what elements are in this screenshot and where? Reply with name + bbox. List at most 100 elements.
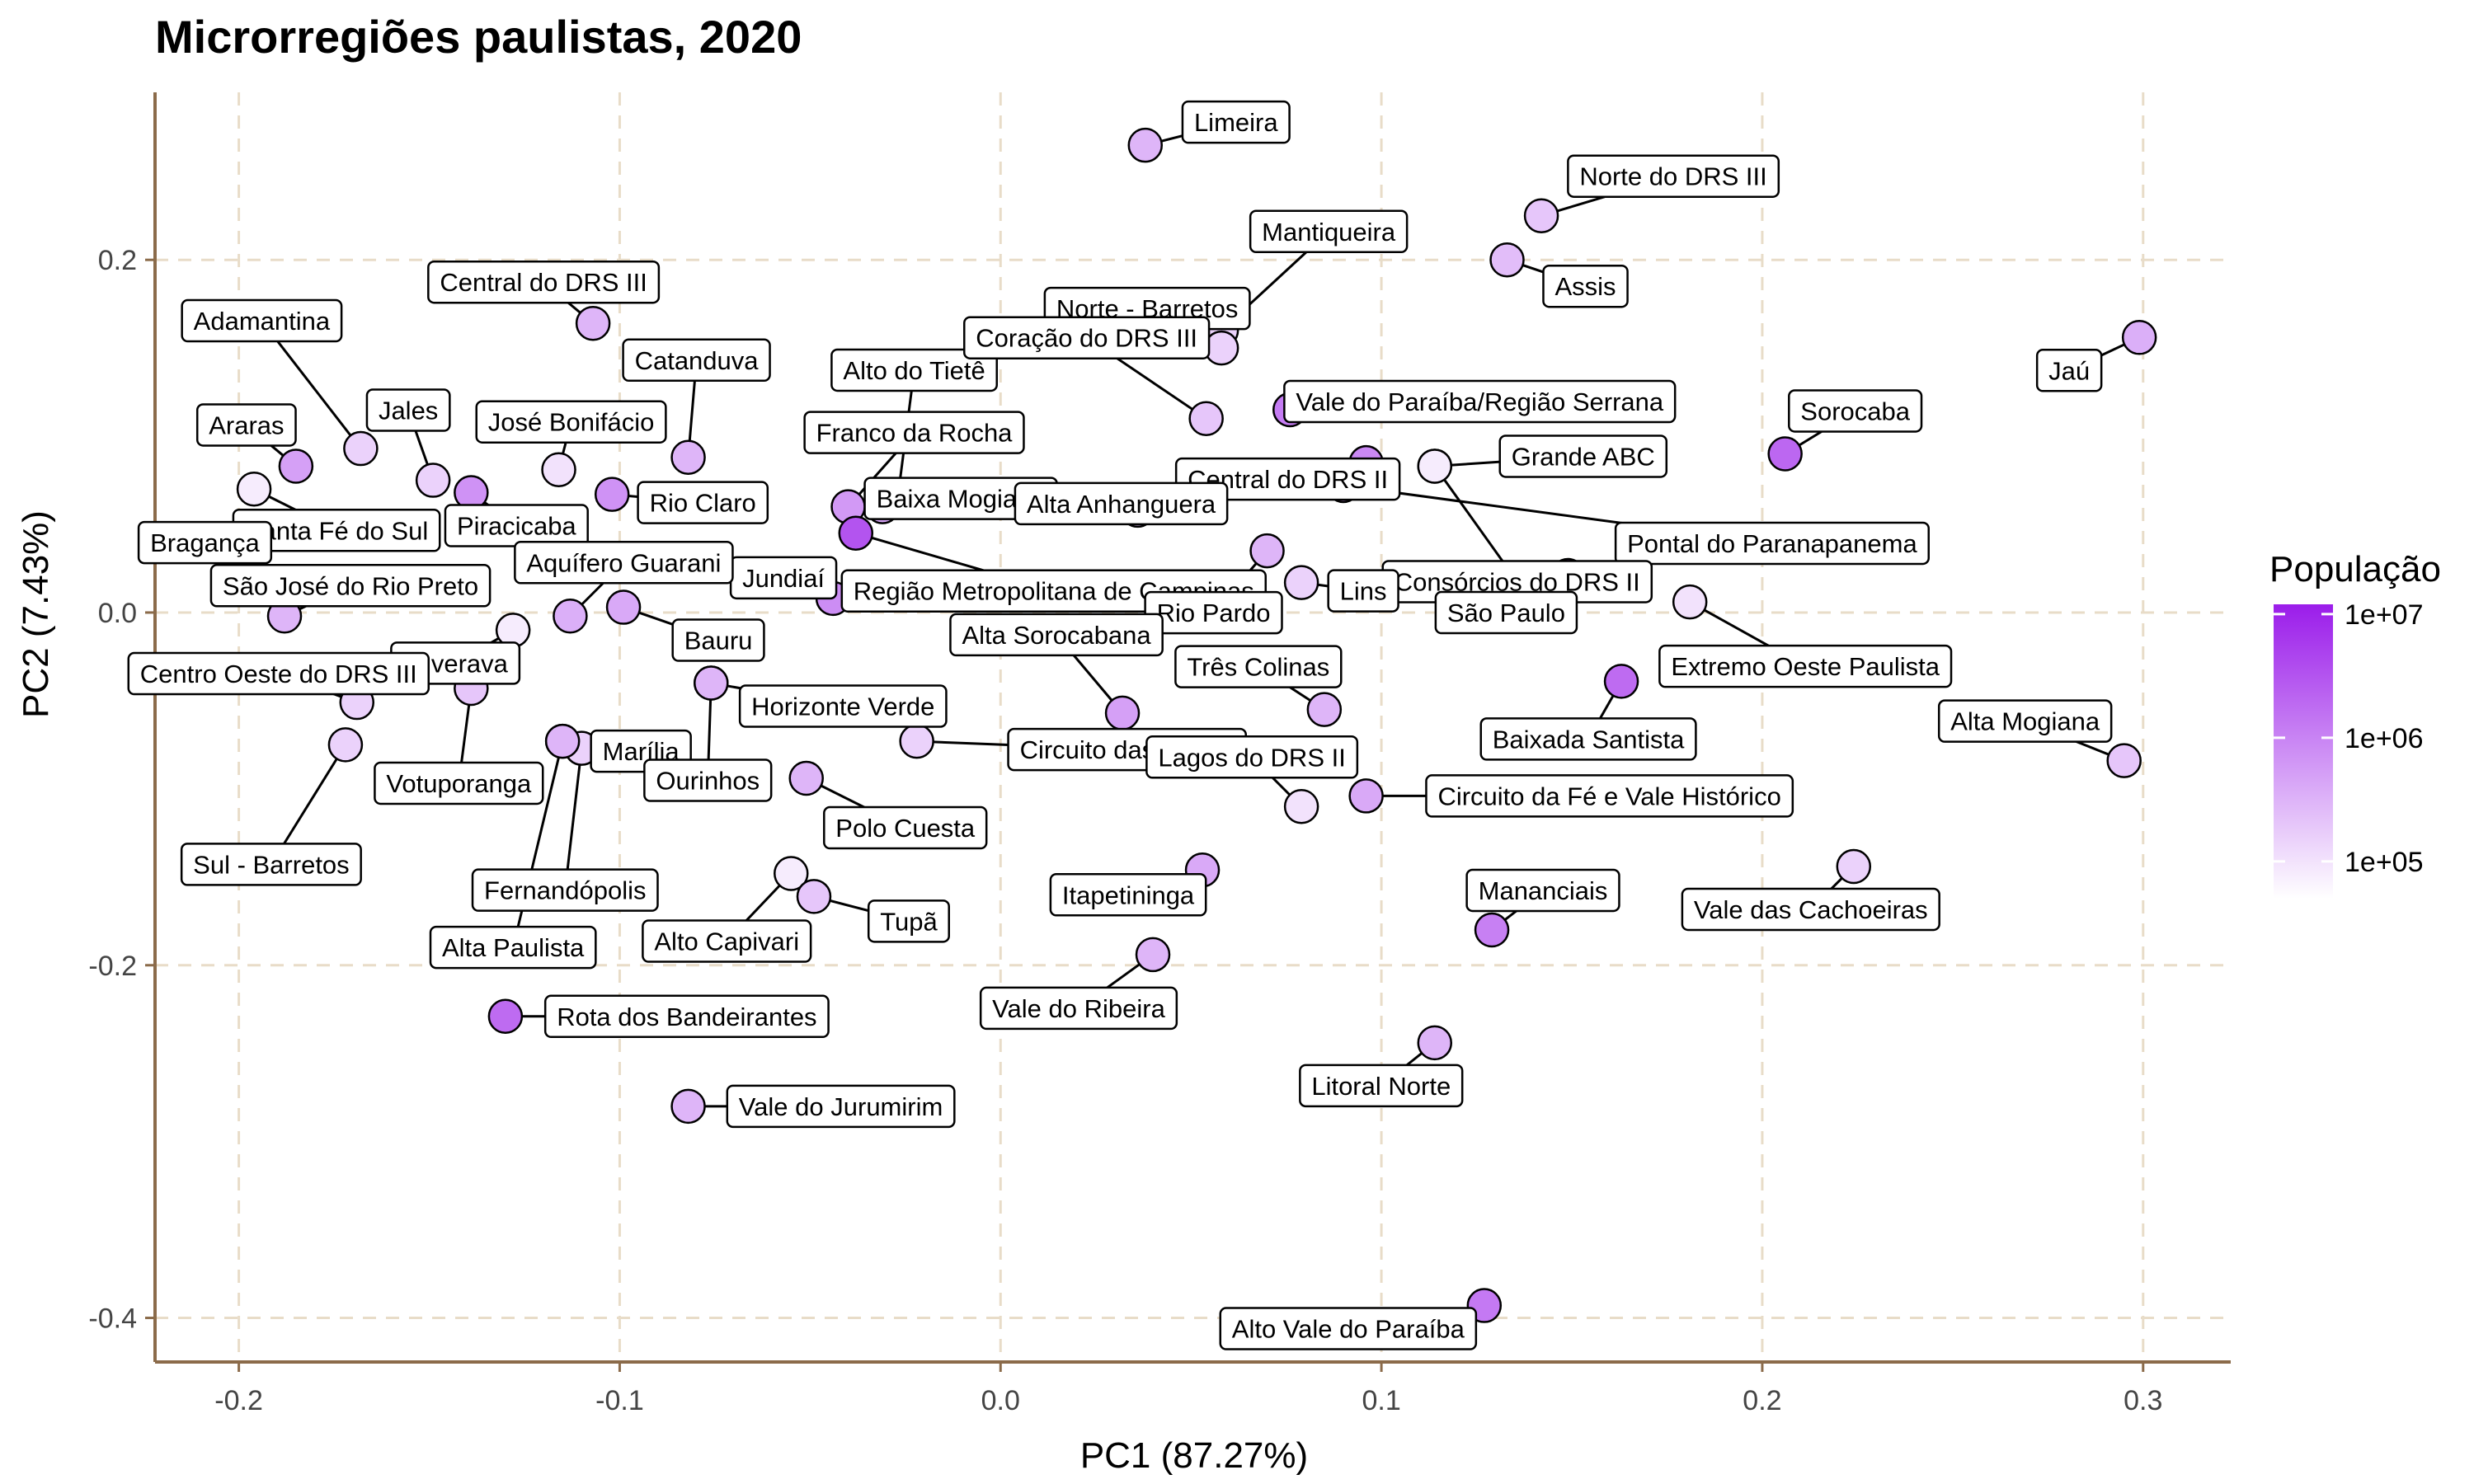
y-axis-ticks: -0.4 -0.2 0.0 0.2 <box>88 245 155 1335</box>
label-text: Assis <box>1554 272 1616 301</box>
label-box <box>1249 209 1409 253</box>
label-text: Horizonte Verde <box>751 693 934 721</box>
label-text: Extremo Oeste Paulista <box>1671 652 1940 681</box>
label-box <box>738 684 948 728</box>
data-point <box>899 723 934 759</box>
data-point <box>553 599 588 634</box>
label-text: Alto Vale do Paraíba <box>1232 1315 1465 1344</box>
label-text: Fernandópolis <box>484 876 646 905</box>
label-text: Votuporanga <box>386 769 532 798</box>
point-label: Limeira <box>1181 100 1291 144</box>
data-point <box>694 665 729 701</box>
label-box <box>671 618 765 662</box>
legend-tick-label: 1e+05 <box>2345 847 2424 878</box>
label-box <box>622 338 771 382</box>
data-point <box>541 452 576 487</box>
data-point <box>1603 664 1639 699</box>
data-point <box>1348 778 1384 814</box>
chart-title: Microrregiões paulistas, 2020 <box>155 11 802 63</box>
data-point <box>1127 127 1164 163</box>
label-box <box>1788 389 1923 433</box>
label-box <box>374 761 544 805</box>
point-label: Grande ABC <box>1498 434 1668 478</box>
label-text: Circuito da Fé e Vale Histórico <box>1437 782 1780 810</box>
x-axis-ticks: -0.2 -0.1 0.0 0.1 0.2 0.3 <box>214 1362 2162 1416</box>
data-point <box>2106 743 2142 778</box>
data-point <box>487 998 524 1035</box>
data-point <box>575 305 611 341</box>
label-text: Catanduva <box>635 346 760 375</box>
label-text: Limeira <box>1194 108 1278 137</box>
legend: População 1e+05 1e+06 1e+07 <box>2269 549 2441 899</box>
label-box <box>1434 590 1578 635</box>
label-box <box>643 758 773 802</box>
label-box <box>1283 379 1677 424</box>
point-label: Bauru <box>671 618 765 662</box>
legend-tick-label: 1e+06 <box>2345 723 2424 754</box>
data-point <box>788 760 824 796</box>
label-text: Três Colinas <box>1187 653 1329 682</box>
point-label: Rota dos Bandeirantes <box>543 994 830 1039</box>
data-point <box>1489 242 1525 278</box>
label-text: Norte do DRS III <box>1579 162 1766 191</box>
label-text: Jales <box>379 397 438 425</box>
x-tick-label: -0.2 <box>214 1385 263 1416</box>
label-box <box>1658 644 1953 688</box>
point-label: Coração do DRS III <box>963 316 1211 359</box>
point-label: Alta Mogiana <box>1937 699 2113 743</box>
x-tick-label: 0.1 <box>1362 1385 1400 1416</box>
label-box <box>1542 264 1629 308</box>
data-point <box>670 1088 706 1125</box>
label-text: Vale do Paraíba/Região Serrana <box>1296 387 1664 416</box>
label-box <box>803 411 1025 454</box>
data-point <box>343 430 379 467</box>
label-box <box>830 348 998 392</box>
label-box <box>1479 717 1697 761</box>
point-labels: Limeira Norte do DRS III Mantiqueira Assis J… <box>127 100 2113 1350</box>
point-label: Jundiaí <box>729 556 838 600</box>
label-box <box>1145 735 1359 779</box>
point-label: São Paulo <box>1434 590 1578 635</box>
x-tick-label: 0.3 <box>2124 1385 2162 1416</box>
label-text: Polo Cuesta <box>835 814 976 843</box>
label-text: Araras <box>209 411 284 439</box>
label-text: Alta Mogiana <box>1950 707 2100 736</box>
label-box <box>949 613 1164 657</box>
label-text: Santa Fé do Sul <box>245 516 428 545</box>
point-label: Baixada Santista <box>1479 717 1697 761</box>
point-label: Ourinhos <box>643 758 773 802</box>
data-point <box>594 477 630 512</box>
data-point <box>236 472 272 507</box>
point-label: Alto Capivari <box>642 919 812 963</box>
point-label: Rio Claro <box>637 481 769 524</box>
label-text: Coração do DRS III <box>976 324 1197 353</box>
point-label: Vale do Paraíba/Região Serrana <box>1283 379 1677 424</box>
label-box <box>1681 887 1940 932</box>
data-point <box>1306 692 1343 727</box>
label-leader-line <box>563 748 583 890</box>
point-label: Assis <box>1542 264 1629 308</box>
point-label: Rio Pardo <box>1144 590 1283 635</box>
label-box <box>1327 569 1399 613</box>
label-box <box>429 925 597 970</box>
label-text: Aquífero Guarani <box>526 548 721 577</box>
label-box <box>427 260 661 304</box>
label-box <box>137 520 273 565</box>
label-box <box>2035 349 2103 392</box>
label-box <box>963 316 1211 359</box>
x-tick-label: -0.1 <box>595 1385 644 1416</box>
label-text: Vale do Ribeira <box>992 994 1165 1023</box>
point-label: Alta Paulista <box>429 925 597 970</box>
label-box <box>471 868 659 912</box>
label-box <box>726 1084 956 1129</box>
label-text: Franco da Rocha <box>816 419 1014 448</box>
label-text: Jundiaí <box>742 564 825 593</box>
label-text: Sorocaba <box>1800 397 1910 425</box>
data-point <box>670 439 706 475</box>
point-label: Adamantina <box>181 298 343 343</box>
data-point <box>327 727 364 763</box>
y-tick-label: 0.2 <box>98 245 137 276</box>
point-label: Araras <box>195 403 297 447</box>
label-box <box>1014 481 1229 526</box>
